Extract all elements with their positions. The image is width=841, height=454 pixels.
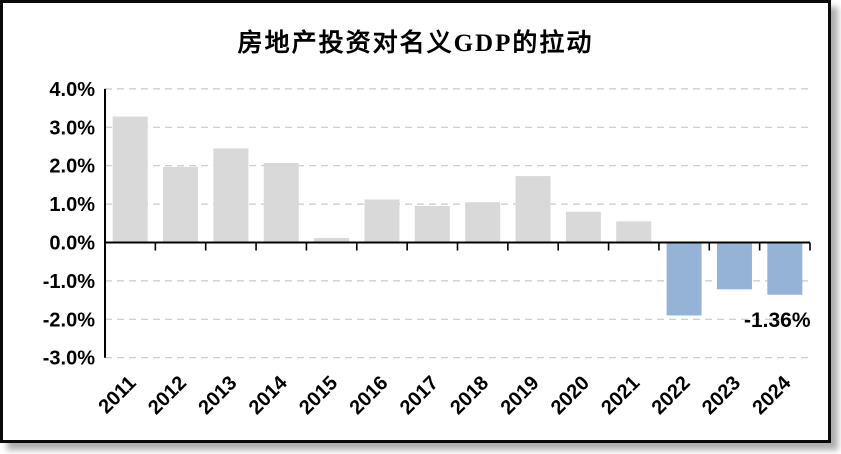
x-axis-label-2015: 2015 [295, 372, 342, 419]
bar-2020 [565, 211, 601, 243]
y-axis-label: 1.0% [49, 194, 95, 216]
x-axis-label-2021: 2021 [597, 372, 644, 419]
y-axis-label: -2.0% [43, 309, 95, 331]
bar-chart-canvas: 4.0%3.0%2.0%1.0%0.0%-1.0%-2.0%-3.0%2011 2… [43, 79, 811, 419]
chart-title: 房地产投资对名义GDP的拉动 [237, 30, 594, 57]
bar-2018 [465, 202, 501, 243]
bar-2012 [163, 166, 199, 243]
x-axis-label-2022: 2022 [648, 372, 695, 419]
bar-2013 [213, 148, 249, 243]
bar-2015 [314, 237, 350, 243]
y-axis-label: 2.0% [49, 156, 95, 178]
bar-2019 [515, 176, 551, 243]
bar-2017 [414, 206, 450, 243]
y-axis-label: -1.0% [43, 271, 95, 293]
x-axis-label-2018: 2018 [446, 372, 493, 419]
x-axis-label-2020: 2020 [547, 372, 594, 419]
x-axis-label-2019: 2019 [497, 372, 544, 419]
bar-2016 [364, 199, 400, 243]
bar-2022 [666, 242, 702, 316]
y-axis-label: -3.0% [43, 348, 95, 370]
bar-2021 [616, 221, 652, 243]
x-axis-label-2013: 2013 [194, 372, 241, 419]
x-axis-label-2011: 2011 [94, 372, 140, 418]
x-axis-label-2017: 2017 [396, 372, 443, 419]
x-axis-label-2012: 2012 [144, 372, 191, 419]
bar-2014 [263, 163, 299, 243]
chart-card: 房地产投资对名义GDP的拉动 4.0% 3.0% 2.0% 1.0% 0.0% -1.0%… [0, 0, 831, 443]
y-axis-label: 3.0% [49, 117, 95, 139]
x-axis-label-2014: 2014 [245, 371, 293, 419]
bar-2011 [112, 116, 148, 243]
bar-2023 [716, 242, 752, 290]
y-axis-label: 0.0% [49, 233, 95, 255]
y-axis-label: 4.0% [49, 79, 95, 101]
x-axis-label-2016: 2016 [345, 372, 392, 419]
data-label-2024: -1.36% [744, 309, 811, 332]
x-axis-label-2023: 2023 [698, 372, 745, 419]
x-axis-label-2024: 2024 [748, 371, 796, 419]
bar-2024 [767, 242, 803, 295]
